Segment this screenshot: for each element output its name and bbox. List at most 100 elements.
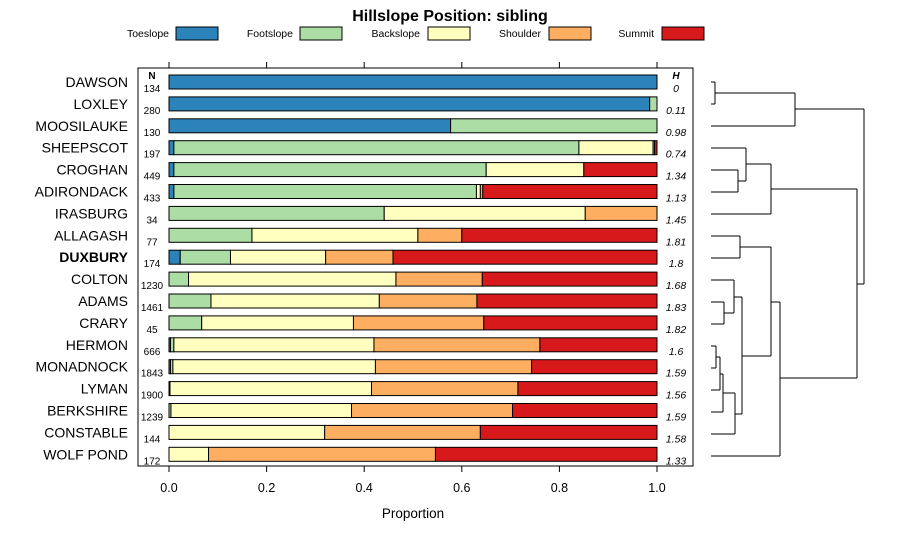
series-label: SHEEPSCOT [42, 140, 129, 156]
legend-label-toeslope: Toeslope [127, 28, 169, 40]
h-value: 1.6 [669, 346, 684, 358]
bar-segment-summit [483, 315, 658, 331]
bar-segment-toeslope [168, 249, 181, 265]
bar-segment-footslope [168, 205, 385, 221]
n-value: 666 [144, 347, 161, 358]
row-moosilauke: MOOSILAUKE 130 0.98 [35, 118, 686, 139]
series-label: HERMON [66, 337, 128, 353]
n-value: 197 [144, 150, 161, 161]
series-label: WOLF POND [43, 446, 128, 462]
row-adirondack: ADIRONDACK 433 1.13 [35, 184, 687, 205]
series-label: COLTON [71, 271, 128, 287]
bar-segment-shoulder [395, 271, 483, 287]
bar-segment-toeslope [168, 118, 452, 134]
h-value: 1.83 [666, 302, 687, 314]
h-value: 0.98 [666, 127, 687, 139]
h-header: H [672, 71, 680, 82]
series-label: DAWSON [66, 74, 128, 90]
n-value: 45 [146, 325, 158, 336]
n-value: 34 [146, 215, 158, 226]
row-crary: CRARY 45 1.82 [79, 315, 686, 336]
bar-segment-footslope [179, 249, 231, 265]
series-label: ADIRONDACK [35, 184, 129, 200]
bar-segment-shoulder [208, 446, 436, 462]
bar-segment-shoulder [373, 337, 541, 353]
h-value: 1.59 [666, 368, 687, 380]
series-label: DUXBURY [59, 249, 128, 265]
bar-segment-shoulder [417, 227, 463, 243]
row-duxbury: DUXBURY 174 1.8 [59, 249, 683, 270]
bar-segment-summit [583, 162, 658, 178]
x-tick-label: 0.0 [160, 481, 177, 495]
bar-segment-backslope [578, 140, 654, 156]
row-wolf-pond: WOLF POND 172 1.33 [43, 446, 686, 467]
bar-segment-backslope [485, 162, 585, 178]
row-colton: COLTON 1230 1.68 [71, 271, 686, 292]
x-tick-label: 0.2 [258, 481, 275, 495]
bar-segment-backslope [168, 424, 326, 440]
x-tick-label: 1.0 [648, 481, 665, 495]
bar-segment-backslope [170, 403, 353, 418]
legend-swatch-backslope [427, 26, 471, 41]
h-value: 1.8 [669, 258, 684, 270]
bar-segment-footslope [173, 162, 487, 178]
h-value: 0.11 [666, 105, 686, 117]
bar-segment-summit [392, 249, 658, 265]
bar-segment-footslope [450, 118, 658, 134]
bar-segment-backslope [229, 249, 327, 265]
h-value: 1.56 [666, 390, 687, 402]
bar-segment-footslope [168, 227, 253, 243]
series-label: CRARY [79, 315, 128, 331]
x-axis: 0.0 0.2 0.4 0.6 0.8 1.0 [160, 62, 666, 495]
n-value: 1900 [141, 391, 164, 402]
legend-swatch-summit [661, 26, 705, 41]
bar-segment-toeslope [168, 140, 175, 156]
bar-segment-shoulder [324, 424, 481, 440]
bar-segment-footslope [168, 315, 203, 331]
bar-segment-toeslope [168, 96, 651, 112]
x-tick-label: 0.4 [356, 481, 373, 495]
bar-segment-backslope [383, 205, 586, 221]
plot-frame [137, 67, 694, 467]
h-value: 1.34 [666, 171, 687, 183]
n-value: 144 [144, 434, 161, 445]
series-label: CONSTABLE [44, 424, 128, 440]
bar-segment-shoulder [374, 359, 533, 375]
bar-segment-summit [654, 140, 658, 156]
bar-segment-backslope [173, 337, 375, 353]
bar-segment-backslope [210, 293, 380, 309]
h-value: 1.33 [666, 455, 687, 467]
bar-segment-shoulder [371, 381, 519, 397]
row-irasburg: IRASBURG 34 1.45 [55, 205, 687, 226]
bar-segment-toeslope [168, 162, 175, 178]
legend-swatch-toeslope [175, 26, 219, 41]
h-value: 1.81 [666, 236, 686, 248]
n-value: 1230 [141, 281, 164, 292]
bar-segment-footslope [168, 293, 212, 309]
n-value: 172 [144, 456, 161, 467]
bar-segment-summit [531, 359, 658, 375]
series-label: LOXLEY [74, 96, 129, 112]
dendrogram [711, 81, 865, 457]
x-tick-label: 0.8 [551, 481, 568, 495]
bar-segment-footslope [173, 140, 580, 156]
series-label: ALLAGASH [54, 227, 128, 243]
chart-title: Hillslope Position: sibling [352, 8, 548, 25]
n-header: N [148, 71, 155, 82]
series-label: BERKSHIRE [47, 403, 128, 419]
row-lyman: LYMAN 1900 1.56 [81, 381, 687, 402]
bar-segment-backslope [201, 315, 354, 331]
bar-segment-backslope [168, 446, 210, 462]
row-sheepscot: SHEEPSCOT 197 0.74 [42, 140, 687, 161]
row-adams: ADAMS 1461 1.83 [78, 293, 686, 314]
bar-segment-summit [461, 227, 658, 243]
x-tick-label: 0.6 [453, 481, 470, 495]
bar-segment-summit [434, 446, 658, 462]
bar-segment-summit [481, 271, 658, 287]
bar-segment-backslope [475, 184, 481, 199]
legend-label-summit: Summit [618, 28, 654, 40]
bar-segment-summit [539, 337, 658, 353]
bar-segment-summit [479, 424, 658, 440]
bar-segment-shoulder [584, 205, 658, 221]
